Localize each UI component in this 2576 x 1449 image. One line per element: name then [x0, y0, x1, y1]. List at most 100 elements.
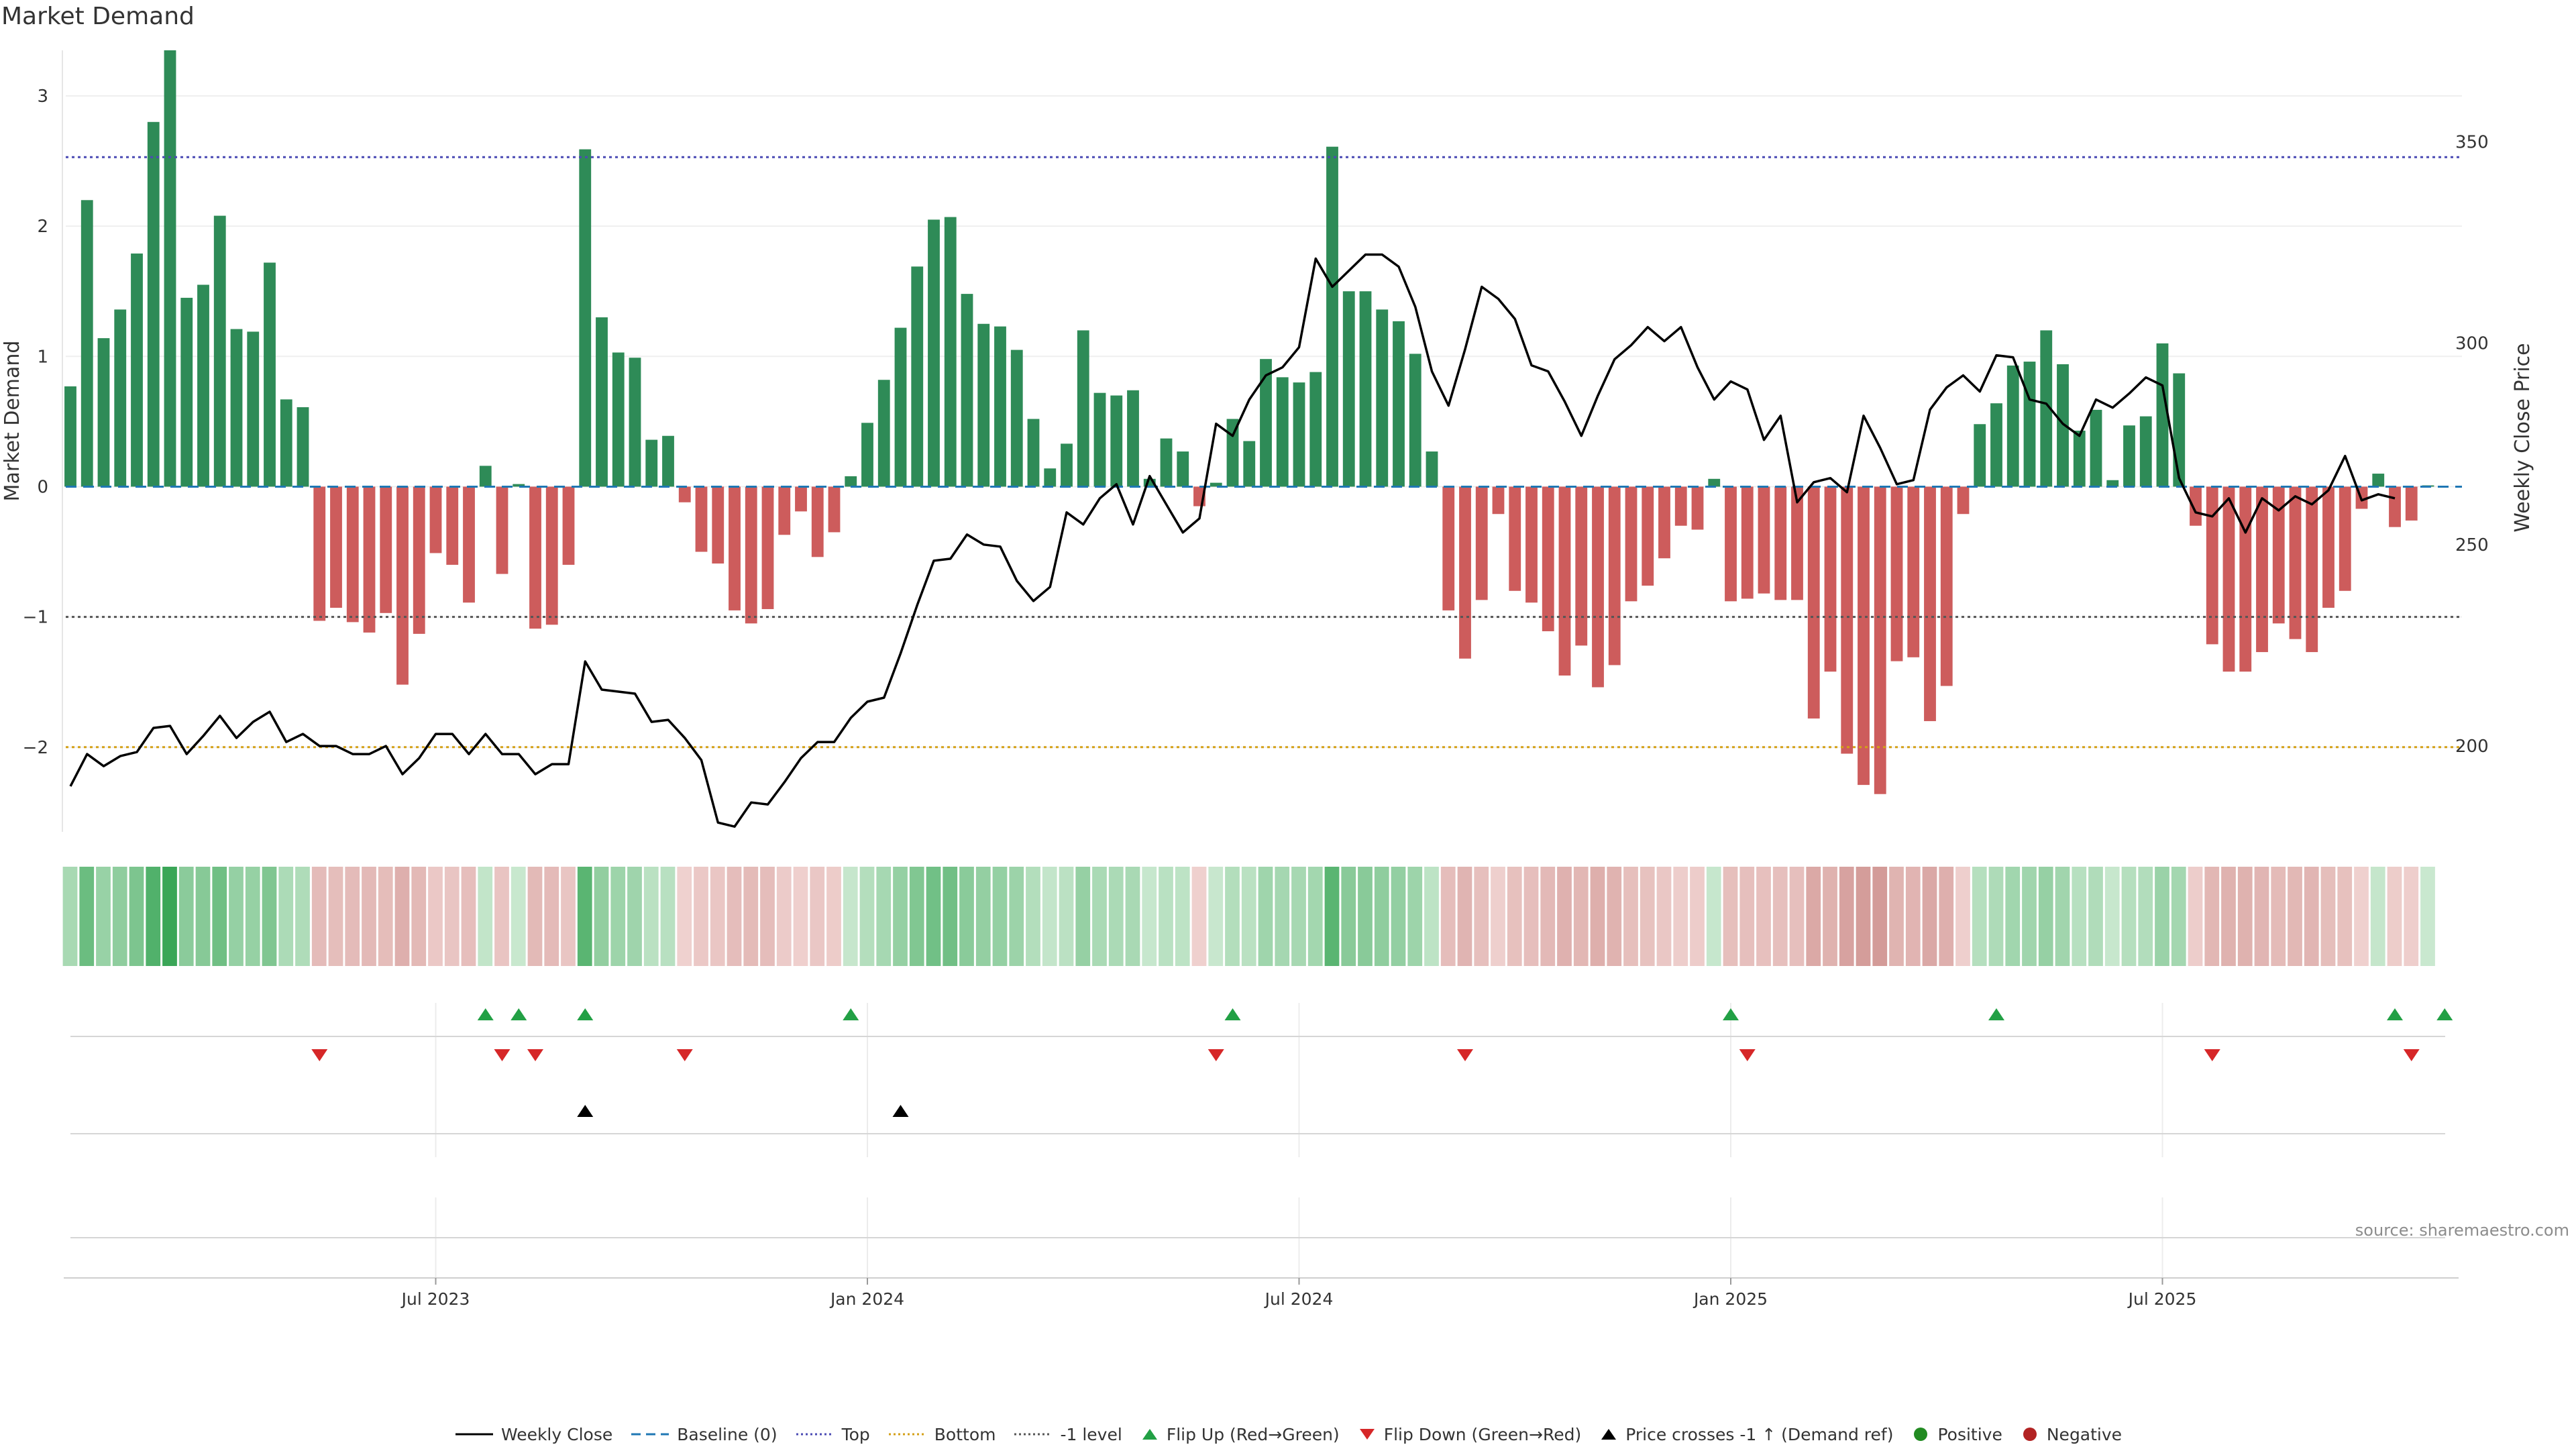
heat-cell — [511, 867, 526, 966]
demand-bar — [114, 309, 127, 487]
y2-tick-label: 250 — [2455, 535, 2489, 555]
heat-cell — [1108, 867, 1124, 966]
demand-bar — [1725, 486, 1737, 602]
demand-bar — [977, 323, 990, 487]
heat-cell — [1823, 867, 1837, 966]
heat-cell — [1590, 867, 1605, 966]
heat-cell — [129, 867, 144, 966]
demand-bar — [2057, 364, 2069, 487]
demand-bar — [380, 486, 392, 613]
demand-bar — [1326, 146, 1338, 487]
demand-bar — [1342, 291, 1355, 487]
bottom-dotted-icon — [888, 1433, 926, 1436]
demand-bar — [1276, 377, 1289, 487]
minus1-dotted-icon — [1014, 1433, 1053, 1436]
heat-cell — [660, 867, 676, 966]
legend-label: Flip Up (Red→Green) — [1166, 1424, 1340, 1444]
heat-cell — [2387, 867, 2402, 966]
demand-bar — [1061, 443, 1073, 487]
demand-bar — [712, 486, 724, 564]
demand-bar — [1459, 486, 1471, 659]
demand-bar — [678, 486, 691, 502]
legend-label: Baseline (0) — [677, 1424, 777, 1444]
heat-cell — [926, 867, 941, 966]
heat-cell — [195, 867, 211, 966]
demand-bar — [313, 486, 326, 621]
flip-up-marker — [477, 1008, 494, 1020]
flip-down-marker — [1208, 1049, 1224, 1061]
demand-bar — [264, 262, 276, 487]
demand-bar — [1492, 486, 1505, 515]
demand-bar — [2123, 425, 2135, 487]
price-cross-marker — [577, 1105, 594, 1117]
flip-down-marker — [676, 1049, 693, 1061]
demand-bar — [80, 200, 93, 487]
heat-cell — [1457, 867, 1472, 966]
heat-cell — [760, 867, 775, 966]
heat-cell — [793, 867, 808, 966]
demand-bar — [1625, 486, 1638, 602]
demand-bar — [1974, 424, 1986, 487]
y-tick-label: −2 — [23, 738, 48, 758]
y-axis-ticks: −2 −1 0 1 2 3 — [23, 87, 48, 758]
heat-cell — [1241, 867, 1256, 966]
demand-bar — [1940, 486, 1953, 686]
demand-bar — [247, 331, 260, 487]
demand-bar — [2272, 486, 2285, 624]
demand-bar — [961, 294, 973, 487]
heat-cell — [262, 867, 277, 966]
heat-cell — [1341, 867, 1356, 966]
flip-up-triangle-icon — [1142, 1429, 1157, 1440]
demand-bar — [1525, 486, 1538, 603]
heat-cell — [610, 867, 626, 966]
demand-bar — [479, 466, 492, 487]
heat-cell — [1640, 867, 1655, 966]
heat-cell — [1872, 867, 1888, 966]
heat-cell — [776, 867, 792, 966]
heat-cell — [1440, 867, 1456, 966]
legend-label: Negative — [2046, 1424, 2123, 1444]
heat-cell — [1756, 867, 1771, 966]
demand-bar — [1791, 486, 1803, 600]
heat-cell — [345, 867, 360, 966]
demand-bar — [1110, 395, 1123, 487]
heat-cell — [295, 867, 310, 966]
flip-down-marker — [1457, 1049, 1473, 1061]
demand-bar — [1608, 486, 1621, 665]
heat-cell — [178, 867, 194, 966]
demand-bar — [1409, 354, 1421, 487]
heat-cell — [1573, 867, 1589, 966]
demand-bar — [1177, 451, 1189, 487]
heat-cell — [1092, 867, 1107, 966]
heat-cell — [1789, 867, 1805, 966]
heat-cell — [212, 867, 227, 966]
heat-cell — [1009, 867, 1024, 966]
heat-cell — [428, 867, 443, 966]
heat-cell — [1557, 867, 1572, 966]
heat-cell — [2404, 867, 2419, 966]
y2-tick-label: 350 — [2455, 132, 2489, 152]
heat-cell — [1407, 867, 1423, 966]
demand-bar — [446, 486, 459, 565]
heat-cell — [1607, 867, 1622, 966]
heat-cell — [561, 867, 576, 966]
demand-bar — [396, 486, 409, 685]
heat-cell — [2337, 867, 2353, 966]
heat-cell — [2254, 867, 2269, 966]
demand-bar — [297, 407, 309, 487]
flip-down-triangle-icon — [1359, 1429, 1375, 1440]
heat-cell — [1623, 867, 1638, 966]
heat-cell — [2420, 867, 2435, 966]
demand-bar — [413, 486, 425, 634]
chart-title: Market Demand — [1, 3, 195, 30]
legend-label: Flip Down (Green→Red) — [1383, 1424, 1582, 1444]
y-tick-label: 0 — [37, 477, 48, 497]
heat-cell — [2271, 867, 2286, 966]
heat-cell — [1225, 867, 1240, 966]
heat-cell — [1042, 867, 1057, 966]
legend-item-bottom: Bottom — [888, 1425, 996, 1444]
heat-cell — [2304, 867, 2319, 966]
legend-item-negative: Negative — [2020, 1425, 2122, 1444]
demand-bar — [612, 352, 625, 487]
demand-bar — [64, 386, 76, 487]
